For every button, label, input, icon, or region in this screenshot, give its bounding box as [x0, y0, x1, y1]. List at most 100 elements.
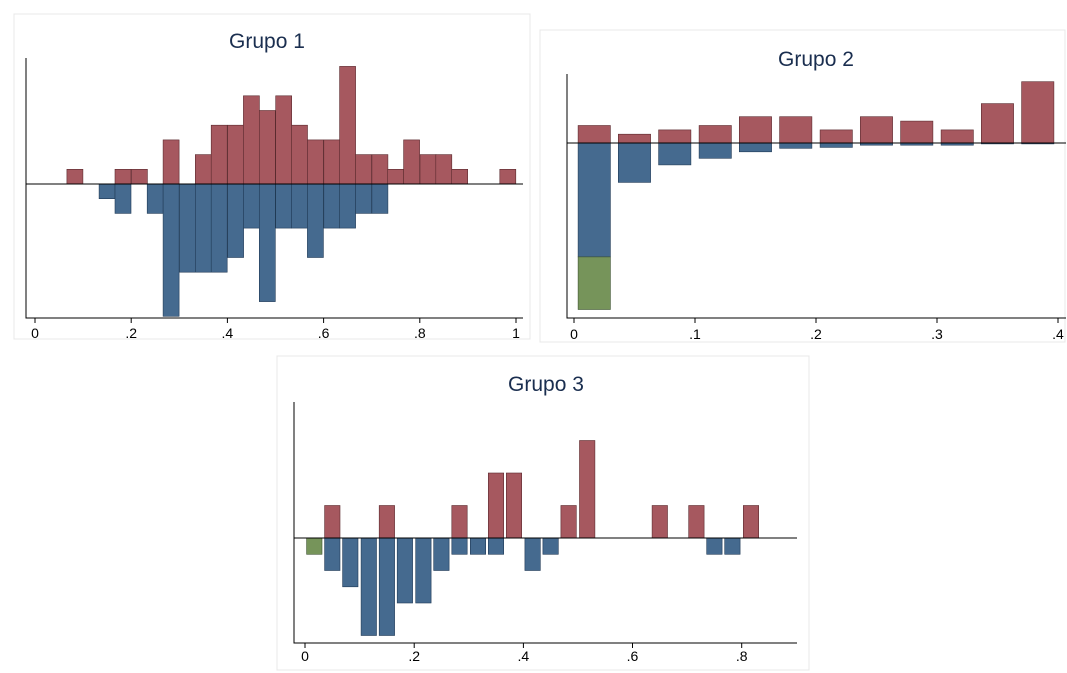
- bar-above: [900, 120, 934, 144]
- bar-extra: [306, 537, 323, 555]
- bars: [66, 66, 517, 317]
- x-tick-label: .6: [318, 325, 330, 341]
- axis-frame: [566, 74, 1066, 319]
- bar-above: [651, 505, 668, 539]
- bar-above: [499, 169, 517, 185]
- bar-above: [66, 169, 84, 185]
- panel-background: [276, 355, 810, 671]
- x-tick-label: 0: [31, 325, 39, 341]
- x-tick-label: .2: [810, 326, 822, 342]
- bar-above: [487, 472, 504, 539]
- bar-above: [339, 66, 356, 185]
- bar-above: [324, 505, 341, 539]
- bar-below: [307, 183, 324, 258]
- bar-above: [403, 139, 420, 185]
- bar-above: [688, 505, 705, 539]
- bar-above: [435, 154, 453, 185]
- bar-below: [415, 537, 432, 604]
- bar-below: [291, 183, 308, 229]
- bar-below: [433, 537, 450, 571]
- bar-above: [387, 169, 405, 185]
- x-tick-label: .2: [125, 325, 137, 341]
- bar-below: [195, 183, 212, 273]
- x-ticks: 0 .2 .4 .6 .8 1: [31, 318, 520, 341]
- bar-below: [210, 183, 228, 273]
- x-tick-label: .4: [222, 325, 234, 341]
- bar-above: [323, 139, 341, 185]
- bar-above: [378, 505, 395, 539]
- x-tick-label: .1: [689, 326, 701, 342]
- x-tick-label: .8: [736, 648, 748, 664]
- bar-below: [243, 183, 260, 229]
- bar-above: [355, 154, 372, 185]
- bar-below: [658, 142, 692, 166]
- x-ticks: 0 .2 .4 .6 .8: [301, 643, 748, 664]
- bar-below: [114, 183, 132, 214]
- bar-below: [819, 142, 853, 148]
- bar-above: [195, 154, 212, 185]
- bar-above: [617, 133, 651, 144]
- x-tick-label: .4: [1052, 326, 1064, 342]
- bar-above: [658, 129, 692, 144]
- bar-below: [360, 537, 377, 636]
- bar-above: [819, 129, 853, 144]
- bar-below: [323, 183, 341, 229]
- bar-below: [577, 142, 611, 258]
- panel-title: Grupo 2: [778, 48, 854, 71]
- bars: [577, 81, 1055, 310]
- bar-below: [396, 537, 413, 604]
- panel-grupo-3: Grupo 3 0 .2 .4 .6 .8: [276, 355, 810, 671]
- bar-below: [146, 183, 164, 214]
- bar-below: [258, 183, 276, 302]
- x-tick-label: .8: [414, 325, 426, 341]
- panel-grupo-1: Grupo 1 0 .2 .4 .6 .8 1: [13, 13, 531, 341]
- bar-above: [940, 129, 974, 144]
- bar-extra: [577, 256, 611, 310]
- bar-above: [579, 440, 596, 539]
- bar-above: [779, 116, 813, 144]
- bar-above: [227, 124, 244, 185]
- bar-above: [577, 125, 611, 144]
- bars: [306, 440, 759, 636]
- x-tick-label: .6: [627, 648, 639, 664]
- panel-background: [539, 29, 1066, 343]
- bar-above: [560, 505, 577, 539]
- x-tick-label: .4: [518, 648, 530, 664]
- bar-below: [451, 537, 468, 555]
- bar-below: [487, 537, 504, 555]
- x-tick-label: .3: [931, 326, 943, 342]
- bar-above: [505, 472, 522, 539]
- bar-below: [324, 537, 341, 571]
- axis-frame: [293, 402, 797, 644]
- bar-above: [1021, 81, 1055, 144]
- bar-below: [162, 183, 180, 317]
- bar-above: [210, 124, 228, 185]
- bar-below: [98, 183, 116, 199]
- panel-title: Grupo 3: [508, 373, 584, 396]
- x-tick-label: 1: [512, 325, 520, 341]
- bar-above: [451, 505, 468, 539]
- bar-above: [131, 169, 148, 185]
- bar-below: [617, 142, 651, 183]
- bar-below: [275, 183, 293, 229]
- bar-below: [179, 183, 196, 273]
- bar-above: [859, 116, 893, 144]
- bar-below: [342, 537, 359, 588]
- bar-below: [724, 537, 741, 555]
- bar-above: [291, 124, 308, 185]
- bar-above: [980, 103, 1014, 144]
- panel-grupo-2: Grupo 2 0 .1 .2 .3 .4: [539, 29, 1066, 343]
- bar-above: [742, 505, 759, 539]
- bar-below: [371, 183, 389, 214]
- bar-above: [258, 110, 276, 185]
- bar-above: [451, 169, 469, 185]
- bar-above: [275, 95, 293, 185]
- bar-below: [227, 183, 244, 258]
- bar-above: [162, 139, 180, 185]
- bar-above: [243, 95, 260, 185]
- axis-frame: [25, 58, 523, 319]
- bar-below: [524, 537, 541, 571]
- bar-above: [698, 125, 732, 144]
- bar-below: [355, 183, 372, 214]
- bar-above: [371, 154, 389, 185]
